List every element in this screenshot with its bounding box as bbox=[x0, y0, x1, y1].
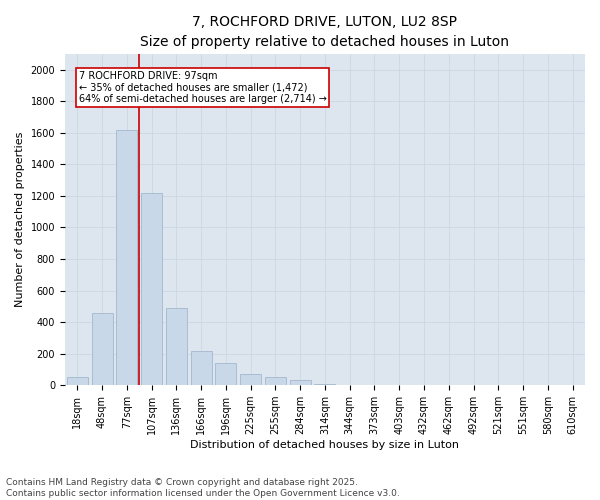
Bar bbox=[116, 130, 137, 385]
X-axis label: Distribution of detached houses by size in Luton: Distribution of detached houses by size … bbox=[190, 440, 460, 450]
Title: 7, ROCHFORD DRIVE, LUTON, LU2 8SP
Size of property relative to detached houses i: 7, ROCHFORD DRIVE, LUTON, LU2 8SP Size o… bbox=[140, 15, 509, 48]
Y-axis label: Number of detached properties: Number of detached properties bbox=[15, 132, 25, 307]
Bar bbox=[67, 376, 88, 385]
Bar bbox=[290, 380, 311, 385]
Bar bbox=[141, 192, 162, 385]
Bar bbox=[314, 384, 335, 385]
Bar bbox=[166, 308, 187, 385]
Text: 7 ROCHFORD DRIVE: 97sqm
← 35% of detached houses are smaller (1,472)
64% of semi: 7 ROCHFORD DRIVE: 97sqm ← 35% of detache… bbox=[79, 71, 326, 104]
Bar bbox=[191, 352, 212, 385]
Text: Contains HM Land Registry data © Crown copyright and database right 2025.
Contai: Contains HM Land Registry data © Crown c… bbox=[6, 478, 400, 498]
Bar bbox=[215, 363, 236, 385]
Bar bbox=[92, 314, 113, 385]
Bar bbox=[240, 374, 261, 385]
Bar bbox=[265, 376, 286, 385]
